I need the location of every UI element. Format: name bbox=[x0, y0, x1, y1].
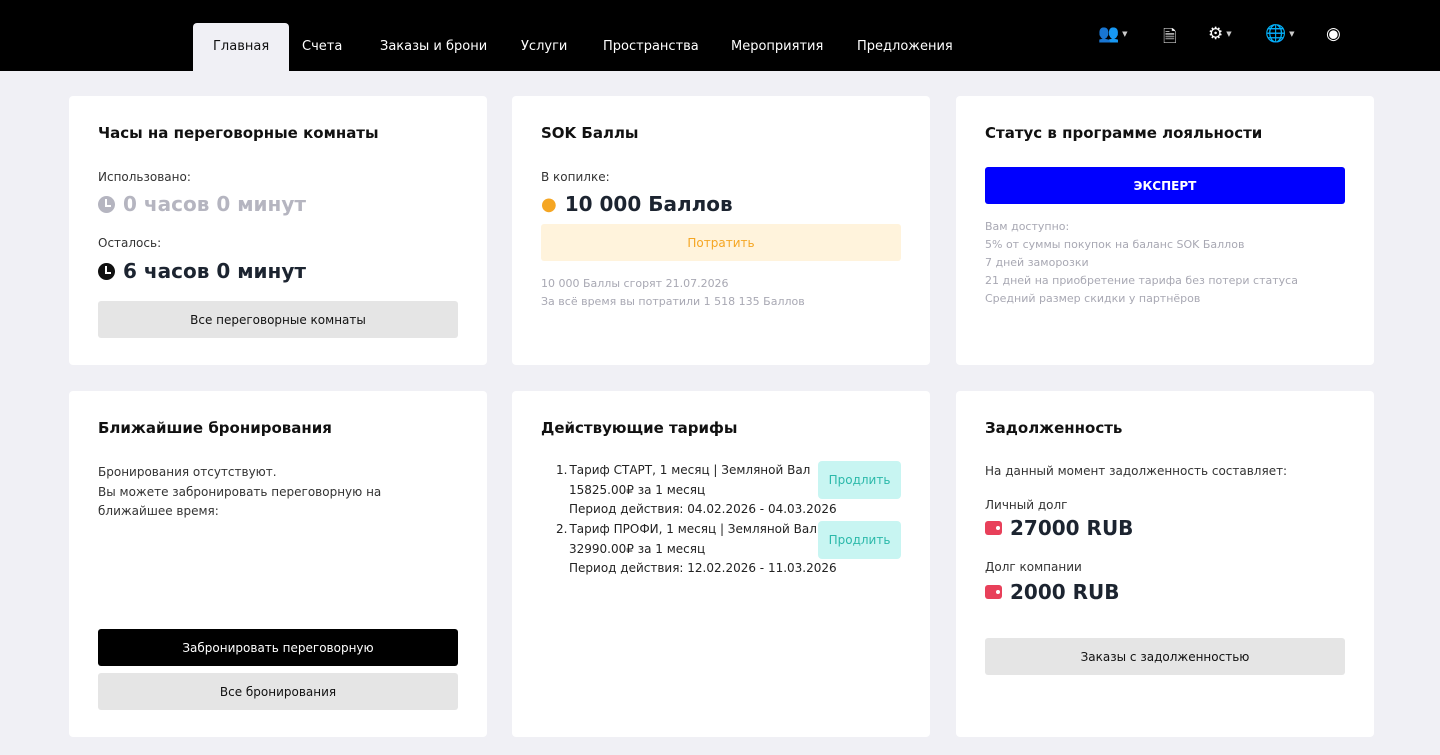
benefit-line: 5% от суммы покупок на баланс SOK Баллов bbox=[985, 238, 1245, 251]
all-rooms-button[interactable]: Все переговорные комнаты bbox=[98, 301, 458, 338]
points-card: SOK Баллы В копилке: ● 10 000 Баллов Потр… bbox=[512, 96, 930, 365]
card-title: Ближайшие бронирования bbox=[98, 419, 332, 437]
tab-invoices[interactable]: Счета bbox=[302, 39, 343, 54]
tab-orders[interactable]: Заказы и брони bbox=[380, 39, 488, 54]
clock-icon bbox=[98, 195, 115, 213]
tariff-period: Период действия: 12.02.2026 - 11.03.2026 bbox=[569, 561, 837, 575]
used-label: Использовано: bbox=[98, 170, 191, 184]
card-title: Статус в программе лояльности bbox=[985, 124, 1263, 142]
wallet-icon bbox=[985, 585, 1002, 599]
book-room-button[interactable]: Забронировать переговорную bbox=[98, 629, 458, 666]
coins-icon: ● bbox=[541, 193, 557, 215]
used-value: 0 часов 0 минут bbox=[123, 192, 307, 216]
rooms-card: Часы на переговорные комнаты Использован… bbox=[69, 96, 487, 365]
tariff-num: 2. bbox=[556, 522, 568, 536]
personal-debt-label: Личный долг bbox=[985, 498, 1068, 512]
spent-text: За всё время вы потратили 1 518 135 Балл… bbox=[541, 295, 805, 308]
settings-icon[interactable]: ⚙ ▼ bbox=[1208, 24, 1232, 44]
tariff-period: Период действия: 04.02.2026 - 04.03.2026 bbox=[569, 502, 837, 516]
tab-home[interactable]: Главная bbox=[193, 23, 290, 71]
spend-button[interactable]: Потратить bbox=[541, 224, 901, 261]
loyalty-card: Статус в программе лояльности ЭКСПЕРТ Ва… bbox=[956, 96, 1374, 365]
benefit-line: Вам доступно: bbox=[985, 220, 1070, 233]
tab-services[interactable]: Услуги bbox=[521, 39, 568, 54]
clock-icon bbox=[98, 262, 115, 280]
card-title: Часы на переговорные комнаты bbox=[98, 124, 379, 142]
tariff-num: 1. bbox=[556, 463, 568, 477]
tariff-item: 2. Тариф ПРОФИ, 1 месяц | Земляной Вал 32… bbox=[556, 520, 837, 579]
company-debt-label: Долг компании bbox=[985, 560, 1082, 574]
debt-card: Задолженность На данный момент задолженн… bbox=[956, 391, 1374, 737]
personal-debt-value: 27000 RUB bbox=[1010, 516, 1134, 540]
extend-button[interactable]: Продлить bbox=[818, 521, 901, 559]
tariffs-card: Действующие тарифы 1. Тариф СТАРТ, 1 меся… bbox=[512, 391, 930, 737]
user-icon[interactable]: ◉ bbox=[1326, 24, 1341, 44]
tariff-name: Тариф СТАРТ, 1 месяц | Земляной Вал bbox=[569, 463, 811, 477]
tab-events[interactable]: Мероприятия bbox=[731, 39, 824, 54]
left-label: Осталось: bbox=[98, 236, 162, 250]
status-badge: ЭКСПЕРТ bbox=[985, 167, 1345, 204]
debt-orders-button[interactable]: Заказы с задолженностью bbox=[985, 638, 1345, 675]
loyalty-benefits: Вам доступно: 5% от суммы покупок на бал… bbox=[985, 218, 1298, 308]
wallet-icon bbox=[985, 521, 1002, 535]
debt-text: На данный момент задолженность составляе… bbox=[985, 464, 1288, 478]
all-bookings-button[interactable]: Все бронирования bbox=[98, 673, 458, 710]
invoice-icon[interactable]: 🗎 bbox=[1163, 27, 1177, 47]
no-bookings-text: Бронирования отсутствуют. bbox=[98, 465, 277, 479]
extend-button[interactable]: Продлить bbox=[818, 461, 901, 499]
left-value: 6 часов 0 минут bbox=[123, 259, 307, 283]
benefit-line: 7 дней заморозки bbox=[985, 256, 1089, 269]
points-label: В копилке: bbox=[541, 170, 610, 184]
card-title: Задолженность bbox=[985, 419, 1123, 437]
tab-spaces[interactable]: Пространства bbox=[603, 39, 699, 54]
globe-icon[interactable]: 🌐 ▼ bbox=[1265, 24, 1295, 44]
points-value: 10 000 Баллов bbox=[564, 192, 733, 216]
tariff-price: 15825.00₽ за 1 месяц bbox=[569, 482, 706, 497]
users-icon[interactable]: 👥 ▼ bbox=[1098, 24, 1128, 44]
card-title: Действующие тарифы bbox=[541, 419, 738, 437]
company-debt-value: 2000 RUB bbox=[1010, 580, 1120, 604]
tab-offers[interactable]: Предложения bbox=[857, 39, 953, 54]
benefit-line: 21 дней на приобретение тарифа без потер… bbox=[985, 274, 1298, 287]
tariff-item: 1. Тариф СТАРТ, 1 месяц | Земляной Вал 15… bbox=[556, 461, 837, 520]
expire-text: 10 000 Баллы сгорят 21.07.2026 bbox=[541, 277, 729, 290]
card-title: SOK Баллы bbox=[541, 124, 639, 142]
tariff-price: 32990.00₽ за 1 месяц bbox=[569, 541, 706, 556]
tariff-name: Тариф ПРОФИ, 1 месяц | Земляной Вал bbox=[569, 522, 817, 536]
top-nav: Главная Счета Заказы и брони Услуги Прос… bbox=[0, 0, 1440, 71]
book-hint-text: Вы можете забронировать переговорную на … bbox=[98, 484, 382, 519]
benefit-line: Средний размер скидки у партнёров bbox=[985, 292, 1201, 305]
bookings-card: Ближайшие бронирования Бронирования отсу… bbox=[69, 391, 487, 737]
